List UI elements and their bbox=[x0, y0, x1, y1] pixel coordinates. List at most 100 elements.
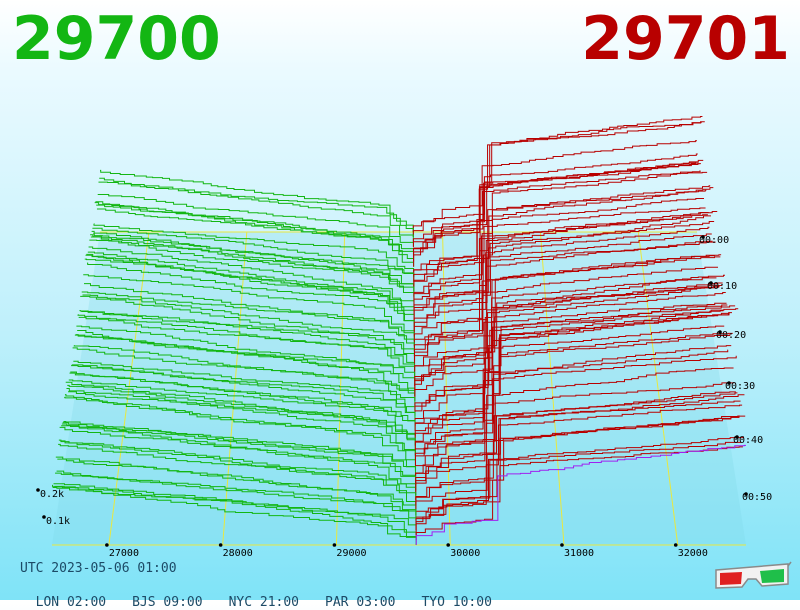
price-tick-label: 28000 bbox=[223, 548, 253, 559]
ask-depth-line bbox=[413, 221, 715, 342]
bid-depth-line bbox=[62, 422, 416, 476]
bid-depth-line bbox=[56, 470, 417, 516]
ask-depth-line bbox=[415, 400, 741, 511]
bid-depth-line bbox=[55, 456, 417, 521]
ask-depth-line bbox=[414, 345, 732, 451]
ask-depth-line bbox=[414, 302, 727, 421]
bid-depth-line bbox=[77, 314, 416, 377]
bid-depth-line bbox=[90, 234, 415, 297]
time-tick-marker bbox=[735, 435, 739, 439]
ask-depth-line bbox=[414, 266, 718, 367]
time-tick-label: 00:40 bbox=[733, 435, 763, 446]
ask-depth-line bbox=[415, 416, 739, 501]
ask-depth-line bbox=[414, 367, 734, 466]
ask-depth-line bbox=[415, 394, 745, 536]
bid-depth-line bbox=[59, 426, 417, 496]
grid-line-price bbox=[222, 231, 248, 546]
time-tick-label: 00:30 bbox=[725, 381, 755, 392]
price-tick-label: 31000 bbox=[564, 548, 594, 559]
ask-depth-line bbox=[413, 187, 714, 337]
best-ask-price: 29701 bbox=[581, 4, 790, 74]
ask-depth-line bbox=[413, 240, 713, 332]
bid-depth-line bbox=[84, 283, 415, 337]
bid-depth-line bbox=[79, 310, 415, 367]
bid-depth-line bbox=[85, 254, 415, 327]
bid-depth-line bbox=[53, 483, 417, 536]
bid-depth-line bbox=[94, 202, 415, 267]
bid-depth-line bbox=[58, 439, 417, 501]
bid-depth-line bbox=[76, 325, 416, 387]
timezone-bjs: BJS 09:00 bbox=[132, 595, 203, 610]
ask-depth-line bbox=[415, 404, 743, 521]
bid-depth-line bbox=[52, 487, 417, 541]
bid-depth-line bbox=[91, 230, 415, 287]
ask-depth-line bbox=[415, 415, 740, 506]
grid-line-price bbox=[335, 231, 346, 546]
ask-depth-line bbox=[413, 189, 707, 292]
ask-depth-line bbox=[415, 391, 736, 481]
ask-depth-line bbox=[415, 441, 742, 516]
bid-depth-line bbox=[66, 388, 416, 451]
bid-depth-line bbox=[60, 440, 417, 491]
ask-depth-line bbox=[415, 305, 736, 476]
ask-depth-line bbox=[412, 153, 698, 237]
ask-depth-line bbox=[414, 291, 726, 416]
utc-time: UTC 2023-05-06 01:00 bbox=[20, 561, 177, 576]
ask-depth-line bbox=[414, 310, 724, 401]
ask-depth-line bbox=[414, 313, 730, 441]
time-tick-label: 00:20 bbox=[716, 330, 746, 341]
timezone-lon: LON 02:00 bbox=[35, 595, 107, 610]
ask-depth-line bbox=[413, 215, 711, 322]
bid-depth-line bbox=[84, 258, 415, 332]
ask-depth-line bbox=[413, 116, 703, 267]
ask-depth-line bbox=[415, 436, 744, 531]
bid-depth-line bbox=[80, 295, 415, 362]
timezone-row: LON 02:00 BJS 09:00 NYC 21:00 PAR 03:00 TYO … bbox=[20, 580, 518, 610]
ask-depth-line bbox=[413, 163, 701, 257]
bid-depth-line bbox=[89, 239, 415, 302]
price-tick-label: 27000 bbox=[109, 548, 139, 559]
time-tick-marker bbox=[718, 330, 722, 334]
bid-depth-line bbox=[96, 204, 414, 257]
bid-depth-line bbox=[72, 347, 416, 411]
bid-depth-line bbox=[82, 294, 415, 347]
bid-depth-line bbox=[61, 423, 417, 481]
ask-depth-line bbox=[413, 255, 715, 347]
3d-glasses-icon[interactable] bbox=[712, 560, 792, 592]
bid-depth-line bbox=[74, 334, 416, 396]
bid-depth-line bbox=[93, 223, 415, 272]
depth-lines bbox=[52, 116, 746, 545]
price-tick-label: 30000 bbox=[450, 548, 480, 559]
bid-depth-line bbox=[88, 246, 415, 307]
bid-depth-line bbox=[68, 379, 416, 436]
ask-depth-line bbox=[414, 286, 720, 377]
bid-depth-line bbox=[58, 443, 417, 506]
price-tick-label: 32000 bbox=[678, 548, 708, 559]
bid-depth-line bbox=[69, 372, 416, 431]
bid-depth-line bbox=[73, 360, 416, 406]
ask-depth-line bbox=[413, 241, 716, 352]
bid-depth-line bbox=[65, 381, 416, 456]
depth-tick-label: 0.1k bbox=[46, 516, 70, 527]
bid-depth-line bbox=[92, 227, 415, 282]
ask-depth-line bbox=[414, 284, 722, 391]
price-tick-label: 29000 bbox=[336, 548, 366, 559]
time-tick-label: 00:00 bbox=[699, 235, 729, 246]
ask-depth-line bbox=[414, 282, 723, 396]
depth-tick-label: 0.2k bbox=[40, 489, 64, 500]
price-tick-marker bbox=[105, 543, 109, 547]
ask-depth-line bbox=[414, 210, 718, 362]
ask-depth-line bbox=[415, 382, 735, 471]
ask-depth-line bbox=[414, 312, 732, 456]
latest-ask-depth-line bbox=[415, 444, 746, 545]
bid-depth-line bbox=[80, 310, 415, 357]
bid-depth-line bbox=[78, 316, 416, 372]
bid-depth-line bbox=[68, 391, 416, 441]
ask-depth-line bbox=[415, 355, 737, 486]
time-tick-label: 00:50 bbox=[742, 492, 772, 503]
ask-depth-line bbox=[415, 308, 739, 496]
bid-depth-line bbox=[97, 194, 414, 247]
ask-depth-line bbox=[413, 198, 704, 277]
bid-depth-line bbox=[71, 365, 416, 421]
bid-depth-line bbox=[57, 458, 417, 511]
